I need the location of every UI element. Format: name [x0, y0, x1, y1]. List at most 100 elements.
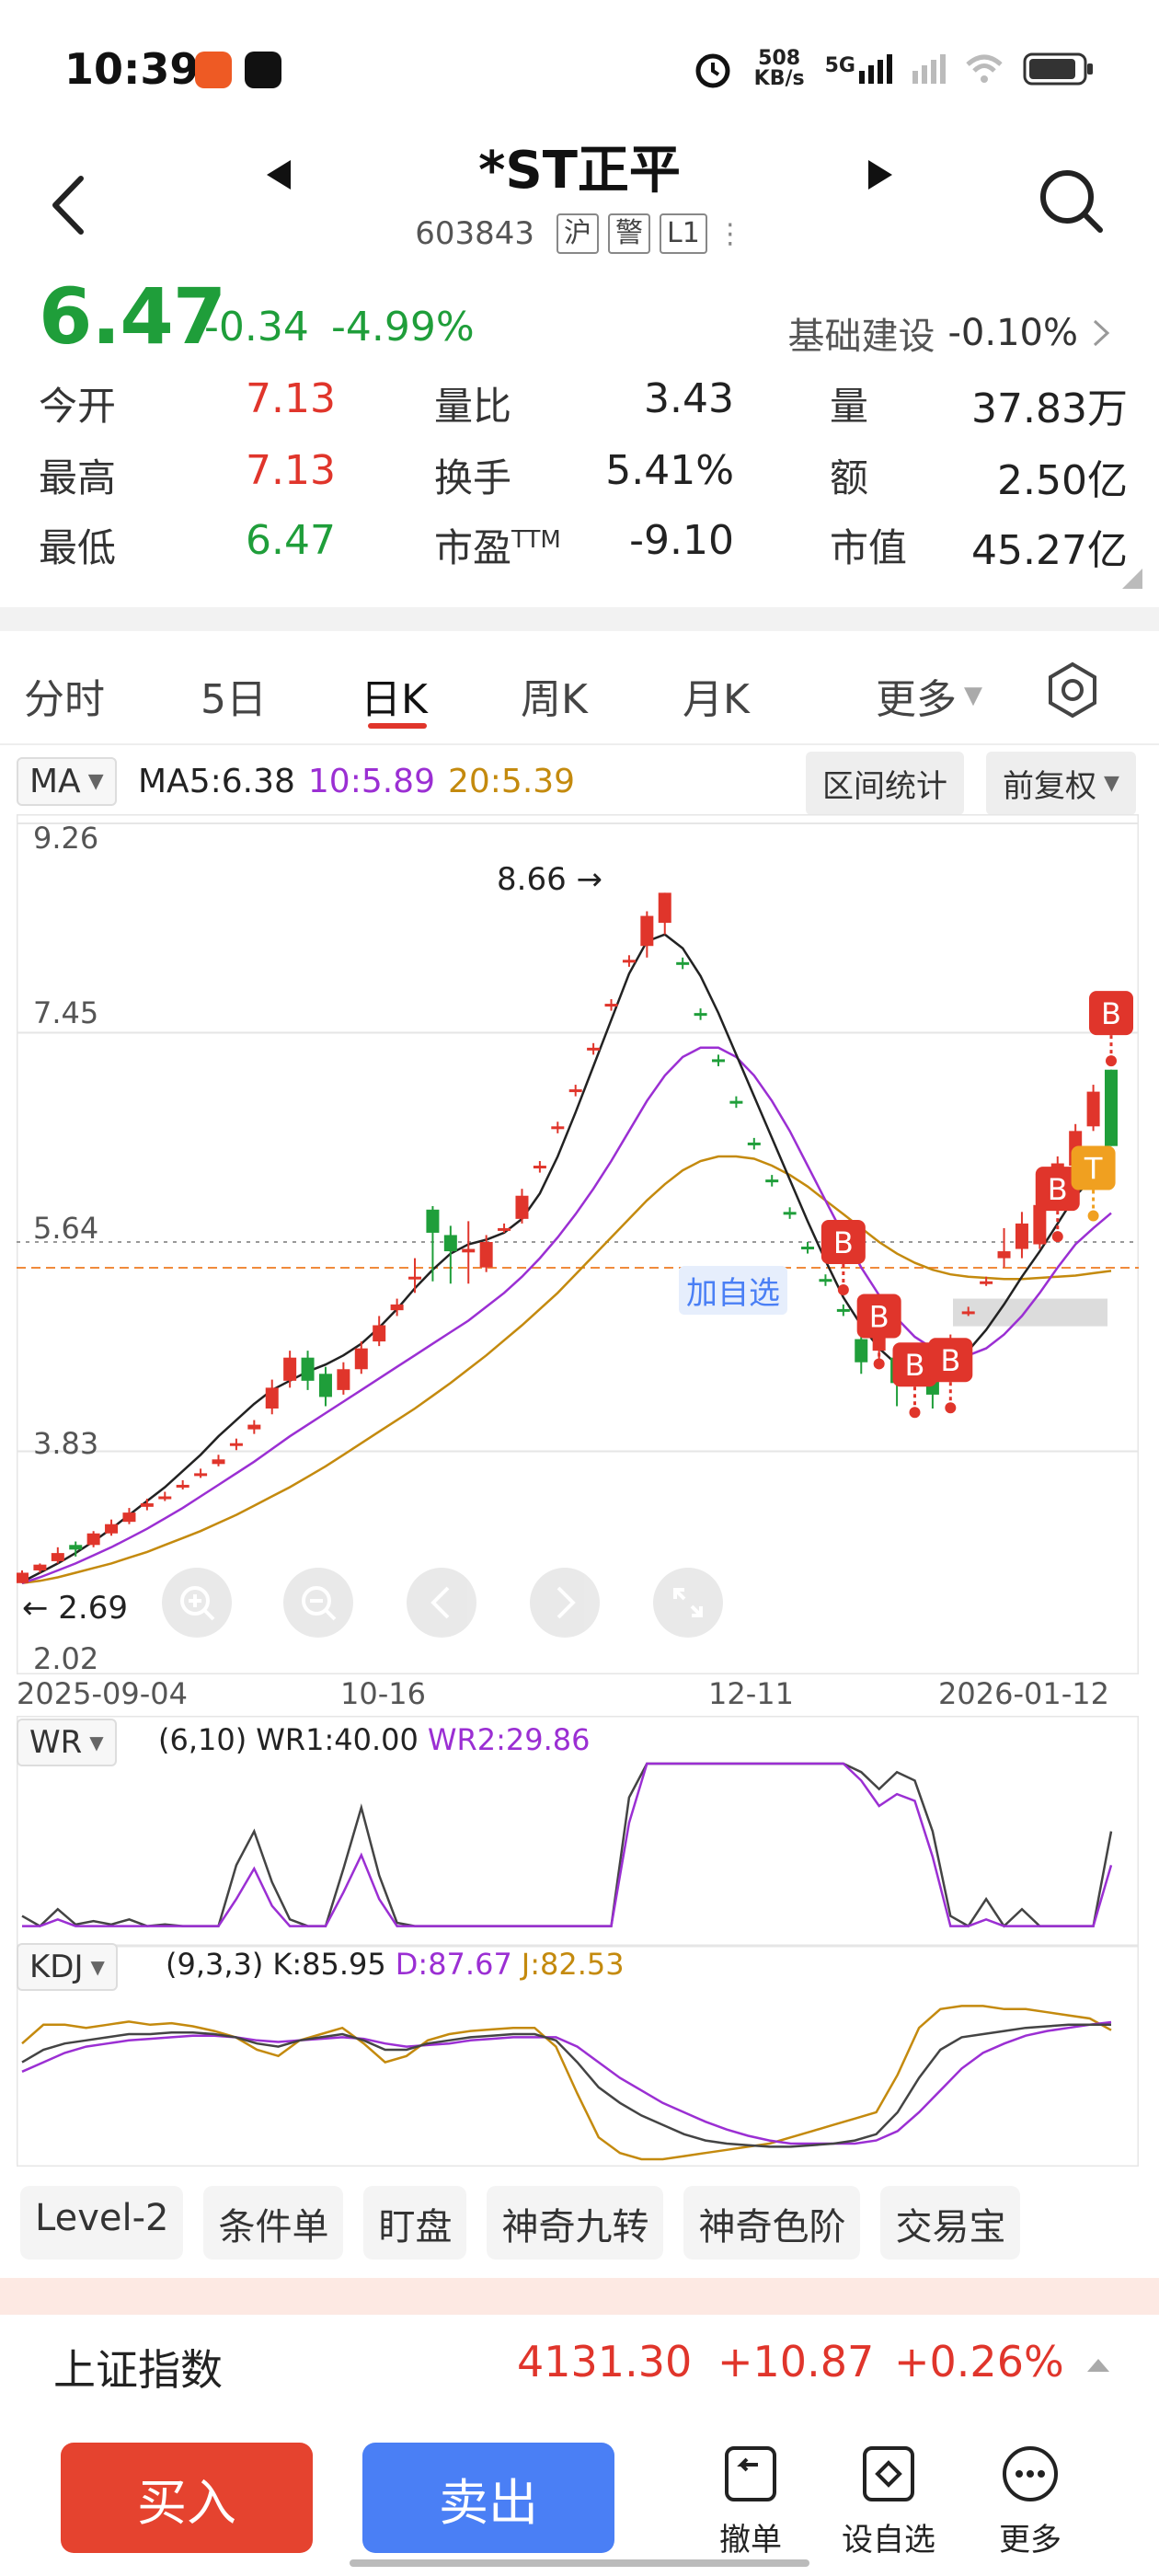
add-watch-marker[interactable]: 加自选 — [679, 1266, 787, 1315]
expand-corner-icon[interactable] — [1122, 569, 1142, 589]
wr1-value: WR1:40.00 — [256, 1722, 419, 1757]
zoom-out-icon — [302, 1586, 337, 1621]
fullscreen-button[interactable] — [653, 1568, 723, 1638]
candle-body — [604, 1004, 618, 1007]
ma10-line — [21, 1046, 1112, 1584]
tab-weekly-k[interactable]: 周K — [521, 676, 588, 723]
previous-stock-icon[interactable] — [263, 156, 294, 193]
candle-body — [17, 1572, 29, 1583]
kdj-frame — [17, 1946, 1139, 2167]
chevron-right-icon — [557, 1586, 576, 1619]
pill-level2[interactable]: Level-2 — [20, 2186, 184, 2260]
candle-body — [551, 1126, 565, 1130]
y-tick-label: 7.45 — [33, 995, 99, 1030]
zoom-in-button[interactable] — [162, 1568, 232, 1638]
stat-label-low: 最低 — [39, 525, 117, 570]
candle-body — [640, 915, 654, 947]
stat-label-amount: 额 — [830, 455, 869, 500]
index-name: 上证指数 — [53, 2345, 223, 2395]
signal-label: B — [1101, 996, 1121, 1031]
candle-body — [980, 1281, 993, 1284]
net-speed: 508 KB/s — [753, 47, 805, 90]
index-bar[interactable] — [0, 2315, 1159, 2425]
candle-body — [1015, 1223, 1028, 1249]
price-change-pct: -4.99% — [331, 304, 475, 351]
tab-more[interactable]: 更多 ▼ — [876, 676, 982, 723]
ma5-value: MA5:6.38 — [138, 763, 295, 800]
add-watch-button[interactable]: 设自选 — [833, 2443, 944, 2559]
pill-magic-nine[interactable]: 神奇九转 — [487, 2186, 664, 2260]
candle-body — [390, 1304, 404, 1311]
signal-5g-icon: 5G — [825, 54, 892, 84]
search-icon[interactable] — [1036, 166, 1106, 236]
candle-body — [855, 1339, 868, 1363]
pill-magic-color[interactable]: 神奇色阶 — [683, 2186, 861, 2260]
candle-body — [354, 1348, 368, 1370]
sector-link[interactable]: 基础建设 -0.10% — [787, 306, 1111, 360]
x-tick-label: 10-16 — [340, 1676, 426, 1711]
pan-right-button[interactable] — [530, 1568, 600, 1638]
more-button[interactable]: 更多 — [975, 2443, 1085, 2559]
back-icon[interactable] — [48, 173, 88, 237]
signal-label: B — [833, 1225, 854, 1260]
chevron-right-icon — [1093, 319, 1110, 347]
ma20-line — [21, 1155, 1112, 1585]
tab-daily-k[interactable]: 日K — [361, 676, 428, 723]
candle-body — [426, 1209, 440, 1233]
range-stat-button[interactable]: 区间统计 — [806, 752, 964, 815]
candle-body — [283, 1357, 297, 1381]
stock-header: *ST正平 603843 沪 警 L1 ⋮ — [0, 129, 1159, 267]
expand-up-icon[interactable] — [1085, 2355, 1111, 2374]
active-tab-indicator — [368, 723, 427, 729]
candle-body — [247, 1424, 261, 1430]
pan-left-button[interactable] — [407, 1568, 476, 1638]
pill-trade-treasure[interactable]: 交易宝 — [880, 2186, 1021, 2260]
kdj-chart[interactable] — [17, 1946, 1139, 2167]
candle-body — [836, 1308, 850, 1312]
stat-value-low: 6.47 — [246, 517, 336, 564]
pill-conditional-order[interactable]: 条件单 — [203, 2186, 344, 2260]
pill-watch-market[interactable]: 盯盘 — [363, 2186, 467, 2260]
stat-label-market-cap: 市值 — [830, 525, 908, 570]
candle-body — [265, 1387, 279, 1409]
index-change: +10.87 — [717, 2337, 875, 2386]
sector-name: 基础建设 — [787, 316, 935, 358]
candle-body — [86, 1533, 100, 1546]
ma-values: MA5:6.38 10:5.89 20:5.39 — [138, 763, 575, 800]
buy-button[interactable]: 买入 — [61, 2443, 313, 2553]
zoom-out-button[interactable] — [283, 1568, 353, 1638]
wr2-value: WR2:29.86 — [427, 1722, 591, 1757]
x-tick-label: 2026-01-12 — [938, 1676, 1109, 1711]
stat-label-high: 最高 — [39, 455, 117, 500]
cancel-order-button[interactable]: 撤单 — [695, 2443, 806, 2559]
signal-label: T — [1084, 1152, 1103, 1187]
kdj-values: (9,3,3) K:85.95 D:87.67 J:82.53 — [166, 1947, 625, 1982]
next-stock-icon[interactable] — [865, 156, 896, 193]
signal-dot — [1087, 1210, 1099, 1222]
tab-5day[interactable]: 5日 — [201, 676, 267, 723]
kdj-indicator-dropdown[interactable]: KDJ ▼ — [17, 1943, 118, 1991]
candle-body — [658, 892, 671, 924]
x-tick-label: 2025-09-04 — [17, 1676, 188, 1711]
chart-frame — [17, 814, 1139, 1674]
market-tag: 沪 — [556, 213, 599, 254]
wr-indicator-dropdown[interactable]: WR ▼ — [17, 1719, 117, 1766]
ma-indicator-dropdown[interactable]: MA ▼ — [17, 757, 117, 806]
stock-code: 603843 — [415, 215, 534, 252]
candle-body — [158, 1496, 172, 1500]
y-tick-label: 2.02 — [33, 1641, 99, 1676]
sector-pct: -0.10% — [947, 312, 1078, 354]
sell-button[interactable]: 卖出 — [362, 2443, 614, 2553]
stat-value-pe: -9.10 — [629, 517, 734, 564]
more-dots-icon[interactable]: ⋮ — [716, 217, 744, 250]
signal-dot — [945, 1402, 957, 1414]
tab-intraday[interactable]: 分时 — [24, 676, 105, 723]
notice-strip[interactable] — [0, 2278, 1159, 2315]
chart-settings-icon[interactable] — [1043, 661, 1102, 719]
tab-monthly-k[interactable]: 月K — [683, 676, 750, 723]
stat-value-volume-ratio: 3.43 — [644, 375, 734, 422]
candle-body — [337, 1369, 350, 1390]
adjust-dropdown[interactable]: 前复权 ▼ — [986, 752, 1136, 815]
candle-body — [51, 1553, 64, 1561]
